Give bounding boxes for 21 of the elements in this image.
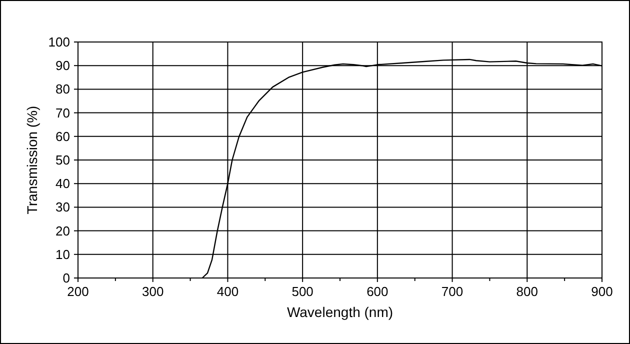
x-tick-label: 700 bbox=[441, 284, 464, 299]
y-tick-label: 40 bbox=[56, 176, 70, 192]
x-axis-title: Wavelength (nm) bbox=[286, 304, 394, 320]
y-tick-label: 20 bbox=[56, 223, 70, 238]
y-tick-label: 60 bbox=[56, 128, 70, 144]
y-tick-label: 100 bbox=[48, 34, 70, 50]
x-tick-label: 300 bbox=[142, 284, 164, 299]
y-tick-label: 90 bbox=[56, 58, 70, 74]
x-tick-label: 800 bbox=[516, 284, 538, 299]
y-tick-label: 10 bbox=[56, 246, 70, 262]
y-tick-label: 70 bbox=[56, 105, 70, 120]
x-tick-label: 500 bbox=[292, 284, 314, 299]
y-tick-label: 50 bbox=[56, 152, 70, 168]
x-tick-label: 900 bbox=[591, 284, 613, 299]
y-tick-label: 80 bbox=[56, 82, 70, 97]
x-tick-label: 200 bbox=[67, 284, 89, 299]
y-tick-label: 30 bbox=[56, 200, 70, 215]
y-tick-label: 0 bbox=[62, 270, 70, 286]
x-tick-label: 400 bbox=[216, 284, 239, 299]
x-tick-label: 600 bbox=[366, 284, 388, 299]
y-axis-title: Transmission (%) bbox=[24, 106, 40, 214]
